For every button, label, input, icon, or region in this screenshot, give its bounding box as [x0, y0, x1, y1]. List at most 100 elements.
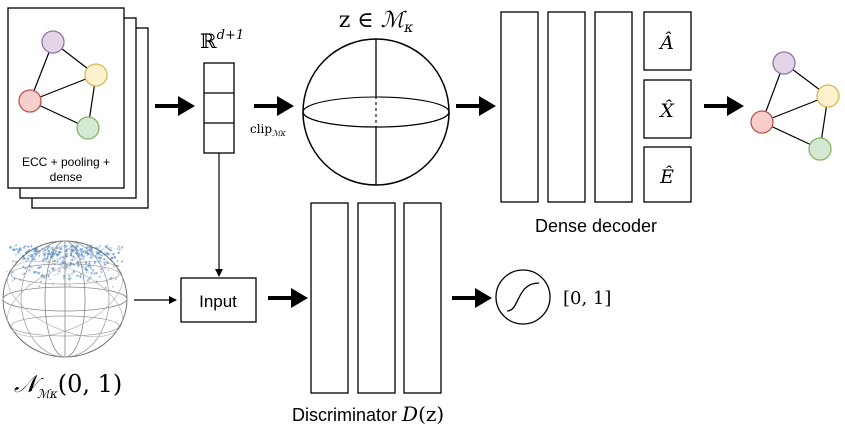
prior-sample-point — [74, 252, 77, 255]
prior-sample-point — [78, 252, 81, 256]
decoder-out-x: X̂ — [658, 100, 675, 122]
prior-sample-point — [98, 275, 102, 278]
prior-sample-point — [76, 245, 80, 248]
prior-sample-point — [39, 266, 42, 269]
prior-sample-point — [100, 256, 103, 259]
prior-sample-point — [95, 251, 98, 254]
prior-sample-point — [43, 253, 46, 256]
prior-sample-point — [46, 254, 49, 258]
prior-sample-point — [118, 248, 121, 251]
prior-sample-point — [113, 256, 117, 259]
prior-sample-point — [47, 245, 51, 248]
prior-sample-point — [72, 270, 76, 274]
prior-sample-point — [112, 266, 115, 269]
prior-sample-point — [71, 248, 75, 252]
prior-sample-point — [57, 252, 61, 256]
prior-sample-point — [56, 247, 58, 250]
discriminator-output-range: [0, 1] — [563, 288, 611, 309]
prior-sample-point — [11, 279, 14, 282]
prior-sample-point — [48, 252, 51, 255]
prior-sample-point — [35, 249, 39, 253]
prior-sample-point — [60, 245, 63, 248]
prior-sample-point — [85, 268, 88, 272]
encoder-stack: ECC + pooling + dense — [7, 7, 149, 209]
discriminator-input-box — [180, 277, 257, 323]
prior-sample-point — [96, 247, 99, 250]
prior-sample-point — [96, 253, 99, 256]
prior-sample-point — [21, 273, 24, 276]
prior-sample-point — [15, 244, 18, 247]
prior-sample-point — [38, 255, 41, 257]
prior-sample-point — [107, 252, 111, 255]
sigmoid-node — [495, 269, 551, 325]
prior-sample-point — [86, 279, 89, 283]
prior-sample-point — [32, 250, 35, 253]
prior-sample-point — [62, 275, 65, 277]
prior-sample-point — [48, 270, 51, 272]
prior-sample-point — [84, 267, 87, 270]
prior-sample-point — [106, 252, 108, 254]
prior-sample-point — [76, 274, 79, 277]
prior-sample-point — [79, 250, 81, 253]
encoder-label-line1: ECC + pooling + — [22, 155, 110, 169]
prior-sample-point — [99, 254, 102, 256]
prior-sample-point — [60, 247, 63, 251]
arrow-discriminator-to-sigmoid — [452, 288, 492, 308]
decoder-label: Dense decoder — [535, 216, 657, 236]
prior-sample-point — [100, 267, 103, 271]
prior-sample-point — [41, 259, 45, 262]
prior-sample-point — [40, 280, 42, 283]
arrow-input-to-discriminator — [268, 288, 308, 308]
prior-sample-point — [59, 256, 62, 259]
discriminator-layer-2 — [357, 202, 396, 394]
prior-sample-point — [33, 270, 36, 274]
output-node-purple — [772, 51, 796, 75]
arrow-encoder-to-latent — [155, 96, 195, 116]
prior-sample-point — [68, 284, 71, 287]
prior-sample-point — [93, 260, 97, 263]
prior-sample-point — [42, 250, 45, 253]
prior-sample-point — [88, 246, 91, 249]
prior-sample-point — [73, 264, 75, 266]
decoder-out-x-box — [643, 79, 692, 139]
prior-sample-point — [115, 278, 117, 281]
prior-sample-point — [51, 248, 54, 251]
discriminator-label: Discriminator D(z) — [292, 402, 444, 426]
prior-sample-point — [91, 256, 94, 259]
prior-sample-point — [59, 247, 62, 251]
prior-sample-point — [47, 260, 50, 263]
prior-sample-point — [27, 283, 30, 286]
prior-sample-point — [56, 260, 59, 263]
graph-node-red — [18, 89, 42, 113]
prior-sample-point — [27, 254, 30, 256]
prior-sample-point — [56, 257, 59, 260]
prior-sphere: 𝒩ℳκ(0, 1) — [2, 240, 128, 401]
prior-sample-point — [107, 269, 109, 271]
prior-label: 𝒩ℳκ(0, 1) — [14, 370, 122, 401]
prior-sample-point — [117, 251, 120, 254]
prior-sample-point — [51, 260, 54, 263]
prior-sample-point — [81, 247, 84, 250]
prior-sample-point — [24, 267, 27, 270]
prior-sample-point — [107, 253, 110, 256]
prior-sample-point — [97, 251, 100, 255]
prior-sample-point — [76, 257, 78, 259]
prior-sample-point — [75, 244, 79, 248]
prior-sample-point — [9, 246, 12, 249]
sigmoid-curve — [506, 282, 540, 312]
prior-sample-point — [48, 278, 51, 281]
prior-sample-point — [28, 269, 31, 272]
prior-sample-point — [38, 285, 41, 288]
prior-sample-point — [78, 254, 81, 257]
prior-sample-point — [22, 258, 25, 261]
prior-sample-point — [57, 270, 60, 273]
latent-vector-box — [203, 62, 235, 154]
prior-sample-point — [69, 245, 72, 249]
prior-sample-point — [37, 271, 40, 275]
decoder-out-a: Â — [658, 31, 674, 54]
prior-sample-point — [79, 275, 82, 279]
discriminator: Input [0, 1] Discriminator D(z) — [180, 202, 611, 426]
latent-space-label: ℝd+1 — [200, 28, 244, 53]
prior-sample-point — [111, 285, 114, 288]
